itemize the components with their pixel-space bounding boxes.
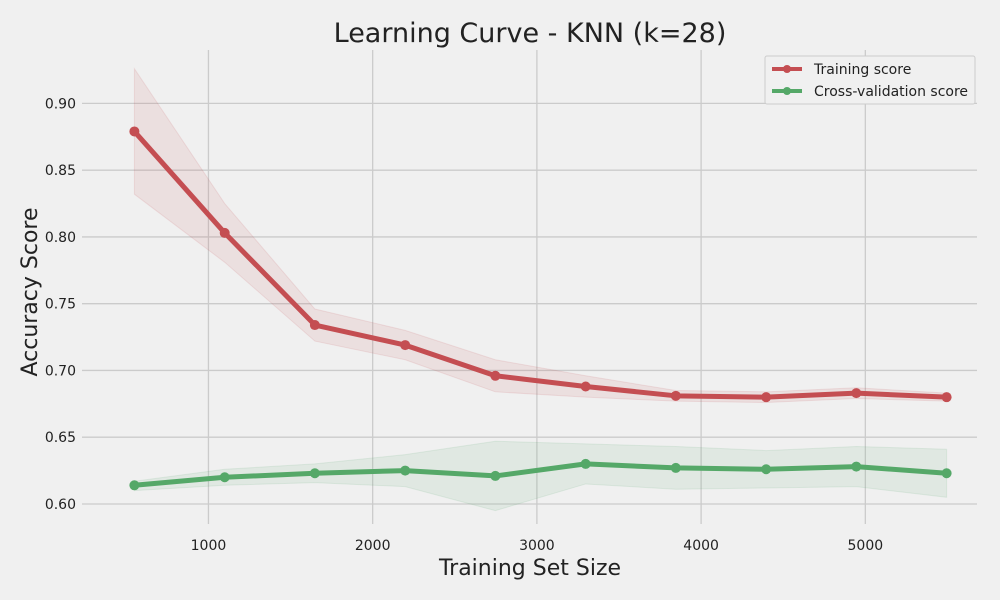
data-point — [309, 320, 320, 331]
data-point — [670, 390, 681, 401]
data-point — [490, 370, 501, 381]
x-tick-label: 5000 — [848, 538, 884, 554]
y-tick-label: 0.60 — [45, 497, 76, 513]
series-line-training — [131, 128, 950, 400]
legend-box — [764, 55, 976, 105]
data-point — [580, 381, 591, 392]
series-line-cv — [131, 461, 950, 488]
y-axis-label: Accuracy Score — [18, 207, 43, 376]
data-point — [219, 227, 230, 238]
data-point — [761, 464, 772, 475]
data-point — [851, 461, 862, 472]
legend-label-training: Training score — [813, 62, 911, 78]
legend: Training score Cross-validation score — [764, 55, 976, 105]
x-axis-label: Training Set Size — [438, 556, 621, 581]
data-point — [400, 340, 411, 351]
legend-marker-cv — [783, 87, 791, 95]
data-point — [670, 462, 681, 473]
series-lines — [129, 126, 952, 491]
x-tick-label: 4000 — [683, 538, 719, 554]
y-tick-label: 0.70 — [45, 363, 76, 379]
y-tick-label: 0.80 — [45, 230, 76, 246]
legend-label-cv: Cross-validation score — [814, 84, 968, 100]
data-point — [400, 465, 411, 476]
confidence-band-cv — [133, 440, 948, 512]
data-point — [129, 126, 140, 137]
data-point — [309, 468, 320, 479]
data-point — [490, 470, 501, 481]
data-point — [761, 392, 772, 403]
legend-marker-training — [783, 65, 791, 73]
data-point — [129, 480, 140, 491]
data-point — [580, 458, 591, 469]
chart-title: Learning Curve - KNN (k=28) — [334, 18, 727, 49]
y-tick-label: 0.85 — [45, 163, 76, 179]
x-tick-label: 3000 — [519, 538, 555, 554]
data-point — [851, 388, 862, 399]
y-tick-label: 0.90 — [45, 96, 76, 112]
tick-labels: 0.60 0.65 0.70 0.75 0.80 0.85 0.90 1000 2000 3000… — [45, 96, 883, 554]
data-point — [941, 392, 952, 403]
x-tick-label: 1000 — [191, 538, 227, 554]
y-tick-label: 0.75 — [45, 297, 76, 313]
grid-lines — [82, 50, 977, 524]
data-point — [219, 472, 230, 483]
data-point — [941, 468, 952, 479]
x-tick-label: 2000 — [355, 538, 391, 554]
y-tick-label: 0.65 — [45, 430, 76, 446]
